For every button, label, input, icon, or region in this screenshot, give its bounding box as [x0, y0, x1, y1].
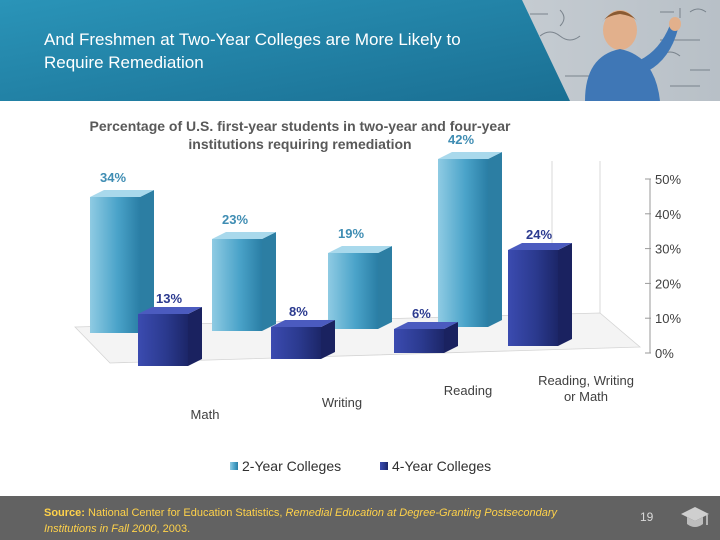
- slide-header: And Freshmen at Two-Year Colleges are Mo…: [0, 0, 720, 101]
- student-photo: [585, 10, 681, 101]
- chart-title-line-2: institutions requiring remediation: [188, 136, 411, 152]
- chart-bars: [90, 152, 572, 470]
- y-axis-tick-label: 20%: [655, 276, 681, 291]
- chart-title-line-1: Percentage of U.S. first-year students i…: [90, 118, 511, 134]
- x-axis-category-label: Reading: [444, 383, 492, 398]
- bar-4yr-side: [188, 307, 202, 366]
- bar-4yr-top: [394, 322, 458, 329]
- bar-2yr: [328, 246, 392, 329]
- bar-4yr: [508, 243, 572, 346]
- bar-2yr-front: [90, 197, 140, 333]
- bar-chart: Percentage of U.S. first-year students i…: [74, 118, 682, 474]
- slide-title: And Freshmen at Two-Year Colleges are Mo…: [44, 30, 461, 72]
- bar-4yr-top: [271, 320, 335, 327]
- bar-4yr-top: [138, 307, 202, 314]
- bar-4yr: [394, 322, 458, 353]
- bar-2yr-front: [212, 239, 262, 331]
- bar-2yr-side: [488, 152, 502, 327]
- x-axis-category-label: Math: [191, 407, 220, 422]
- bar-4yr-top: [508, 243, 572, 250]
- bar-4yr-front: [271, 327, 321, 359]
- bar-2yr-top: [90, 190, 154, 197]
- bar-2yr-side: [262, 232, 276, 331]
- bar-4yr-side: [321, 320, 335, 359]
- x-axis-category-label-line-1: Reading, Writing: [538, 373, 634, 388]
- bar-2yr-top: [438, 152, 502, 159]
- bar-2yr-front: [438, 159, 488, 327]
- source-year: , 2003.: [156, 523, 191, 535]
- source-text: National Center for Education Statistics…: [84, 507, 286, 519]
- source-report-title: Remedial Education at Degree-Granting Po…: [44, 507, 557, 535]
- footer-bar: Source: National Center for Education St…: [0, 496, 720, 540]
- bar-2yr-front: [328, 253, 378, 329]
- legend-label: 4-Year Colleges: [392, 458, 491, 474]
- data-label-2yr: 42%: [448, 132, 474, 147]
- bar-4yr-side: [444, 322, 458, 353]
- bar-2yr-side: [378, 246, 392, 329]
- bar-2yr: [212, 232, 276, 331]
- x-axis-category-label: Writing: [322, 395, 362, 410]
- bar-2yr: [438, 152, 502, 327]
- data-label-4yr: 8%: [289, 304, 308, 319]
- y-axis-tick-label: 0%: [655, 346, 674, 361]
- data-label-4yr: 13%: [156, 291, 182, 306]
- bar-4yr-front: [394, 329, 444, 353]
- data-label-2yr: 19%: [338, 226, 364, 241]
- bar-4yr: [271, 320, 335, 359]
- data-label-2yr: 34%: [100, 170, 126, 185]
- y-axis-tick-label: 30%: [655, 242, 681, 257]
- bar-2yr-side: [140, 190, 154, 333]
- data-label-4yr: 24%: [526, 227, 552, 242]
- bar-2yr: [90, 190, 154, 333]
- page-number: 19: [640, 510, 654, 524]
- bar-4yr-front: [508, 250, 558, 346]
- title-banner: [0, 0, 570, 101]
- source-citation: Source: National Center for Education St…: [44, 505, 564, 537]
- chart-text: Percentage of U.S. first-year students i…: [90, 118, 682, 474]
- legend-label: 2-Year Colleges: [242, 458, 341, 474]
- data-label-4yr: 6%: [412, 306, 431, 321]
- y-axis-tick-label: 40%: [655, 207, 681, 222]
- x-axis-category-label-line-2: or Math: [564, 389, 608, 404]
- bar-4yr-front: [138, 314, 188, 366]
- header-graphic: [0, 0, 720, 101]
- graduation-cap-icon: [681, 507, 709, 527]
- data-label-2yr: 23%: [222, 212, 248, 227]
- bar-4yr-side: [558, 243, 572, 346]
- legend-swatch: [380, 462, 388, 470]
- bar-4yr: [138, 307, 202, 366]
- y-axis-tick-label: 10%: [655, 311, 681, 326]
- source-label: Source:: [44, 507, 85, 519]
- bar-2yr-top: [328, 246, 392, 253]
- legend-swatch: [230, 462, 238, 470]
- chart-area: Percentage of U.S. first-year students i…: [0, 101, 720, 496]
- bar-2yr-top: [212, 232, 276, 239]
- y-axis-tick-label: 50%: [655, 172, 681, 187]
